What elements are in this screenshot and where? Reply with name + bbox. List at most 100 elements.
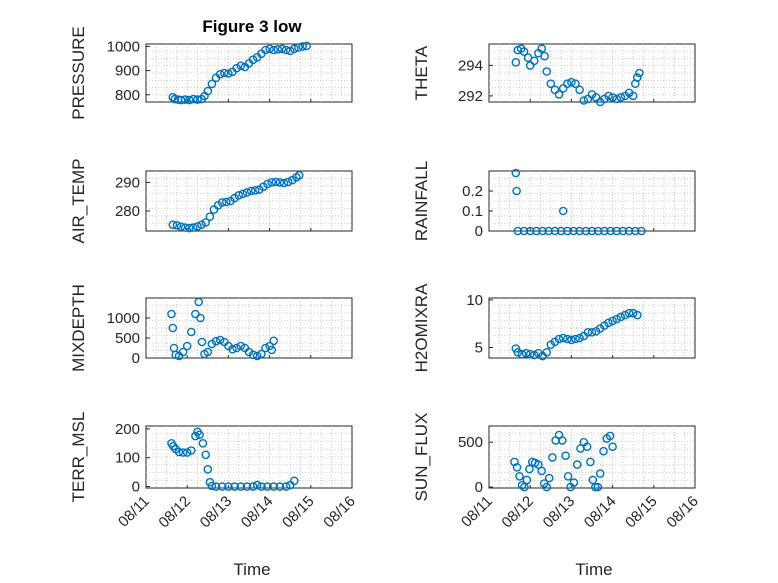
grid [146,426,352,488]
data-point [606,226,615,236]
terr-msl-panel: 0 100 200 TERR_MSL 08/11 08/12 08/13 08/14 08/15… [69,412,359,532]
data-point [512,186,521,196]
data-point [569,478,579,487]
data-point [599,446,608,456]
data-point [612,314,622,324]
data-point [197,220,206,229]
data-point [563,334,572,344]
data-point [217,482,227,491]
data-point [195,430,204,440]
data-point [186,327,196,337]
data-point [635,68,644,78]
data-point [593,226,603,236]
data-point [221,197,231,207]
data-point [168,323,178,333]
x-tick-label: 08/11 [115,493,153,531]
data-point [189,223,198,232]
y-tick-label: 5 [475,340,483,357]
data-point [186,446,196,455]
data-point [184,95,194,105]
data-point [511,58,521,67]
data-point [232,343,241,353]
x-tick-label: 08/13 [197,493,236,532]
data-point [563,471,573,481]
data-point [197,337,207,347]
data-point [263,179,272,189]
data-point [530,350,539,360]
data-point [542,347,552,357]
data-point [608,442,617,452]
data-point [267,345,277,355]
data-point [194,297,203,307]
y-tick-label: 1000 [107,310,140,327]
data-point [550,226,560,236]
y-axis-label: PRESSURE [69,26,88,120]
data-point [519,226,529,236]
y-tick-label: 100 [115,450,140,467]
y-tick-label: 900 [115,63,140,80]
data-point [519,47,529,56]
data-point [236,341,246,351]
data-point [633,73,642,82]
data-point [196,313,205,323]
y-tick-label: 0.1 [462,203,483,220]
data-point [180,95,190,104]
series-markers [167,297,279,361]
data-point [211,482,221,491]
data-point [586,457,595,467]
y-axis-label: MIXDEPTH [69,284,88,372]
x-tick-label: 08/11 [458,493,496,531]
data-point [575,333,584,343]
data-point [532,226,541,236]
series-markers [511,168,646,236]
data-point [215,69,225,79]
data-point [281,482,291,491]
data-point [571,79,580,88]
sun-flux-panel: 0 500 SUN_FLUX 08/11 08/12 08/13 08/14 08/15 08/… [412,413,702,532]
data-point [575,226,584,236]
data-point [265,44,274,54]
data-point [279,178,289,188]
y-tick-label: 290 [115,174,140,191]
data-point [252,351,262,361]
data-point [558,206,568,216]
data-point [193,95,202,104]
grid [489,171,695,231]
x-axis-label-right: Time [575,560,612,579]
data-point [201,218,210,227]
y-tick-label: 200 [115,421,140,438]
data-point [193,222,202,231]
data-point [238,189,248,199]
data-point [537,44,547,53]
data-point [567,335,576,345]
x-tick-label: 08/13 [540,493,579,532]
data-point [257,482,266,491]
data-point [631,226,640,236]
data-point [248,482,258,491]
data-point [224,482,233,491]
data-point [608,316,617,326]
data-point [561,451,570,461]
data-point [591,482,600,492]
y-tick-label: 0 [475,223,483,240]
data-point [277,44,287,54]
data-point [178,347,188,357]
data-point [261,45,270,55]
data-point [182,448,192,457]
y-tick-label: 500 [115,330,140,347]
x-tick-label: 08/16 [320,493,359,532]
x-tick-label: 08/12 [155,493,194,532]
data-point [283,177,293,187]
data-point [515,471,524,481]
data-point [170,94,180,104]
data-point [273,45,283,54]
data-point [176,95,186,105]
data-point [275,482,285,491]
data-point [246,186,256,196]
data-point [168,92,178,102]
data-point [554,90,564,99]
data-point [581,226,591,236]
data-point [234,190,243,200]
data-point [588,475,598,485]
data-point [269,45,279,55]
